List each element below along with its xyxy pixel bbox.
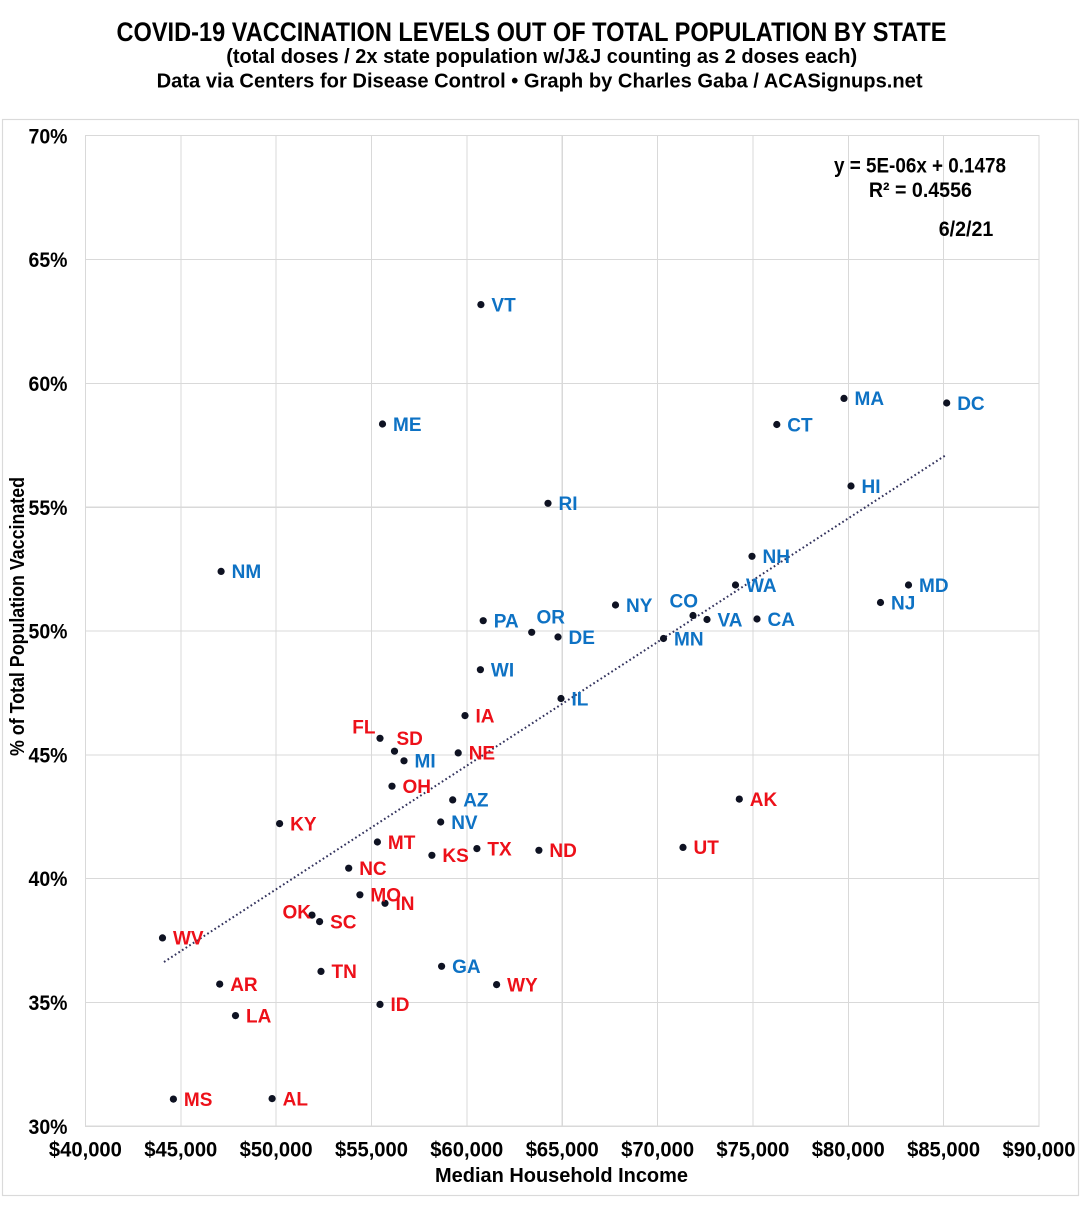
svg-text:HI: HI — [862, 477, 881, 498]
svg-text:MO: MO — [370, 886, 401, 907]
svg-text:NM: NM — [232, 562, 262, 583]
svg-text:LA: LA — [246, 1006, 272, 1027]
svg-text:$70,000: $70,000 — [621, 1139, 694, 1162]
svg-text:65%: 65% — [29, 249, 68, 272]
svg-text:R² = 0.4556: R² = 0.4556 — [869, 179, 972, 202]
svg-text:OH: OH — [403, 777, 432, 798]
svg-text:(total doses / 2x state popula: (total doses / 2x state population w/J&J… — [226, 45, 857, 68]
svg-text:WY: WY — [507, 975, 538, 996]
svg-text:IN: IN — [396, 894, 415, 915]
svg-text:Data via Centers for Disease C: Data via Centers for Disease Control • G… — [157, 70, 923, 93]
svg-text:$65,000: $65,000 — [526, 1139, 599, 1162]
svg-text:40%: 40% — [29, 868, 68, 891]
svg-text:$60,000: $60,000 — [430, 1139, 503, 1162]
svg-text:OK: OK — [283, 902, 312, 923]
svg-text:AR: AR — [230, 975, 258, 996]
svg-text:45%: 45% — [29, 744, 68, 767]
svg-text:CA: CA — [768, 610, 796, 631]
svg-text:MA: MA — [855, 389, 885, 410]
svg-text:RI: RI — [559, 494, 578, 515]
svg-text:AL: AL — [283, 1089, 309, 1110]
svg-text:$80,000: $80,000 — [812, 1139, 885, 1162]
svg-text:ND: ND — [549, 841, 576, 862]
svg-text:$55,000: $55,000 — [335, 1139, 408, 1162]
svg-text:AZ: AZ — [463, 791, 489, 812]
svg-text:Median Household Income: Median Household Income — [435, 1164, 688, 1187]
svg-text:$75,000: $75,000 — [716, 1139, 789, 1162]
svg-text:NV: NV — [451, 813, 478, 834]
svg-text:$90,000: $90,000 — [1003, 1139, 1076, 1162]
svg-text:CO: CO — [670, 591, 699, 612]
svg-text:GA: GA — [452, 957, 481, 978]
svg-text:AK: AK — [750, 790, 778, 811]
svg-text:$85,000: $85,000 — [907, 1139, 980, 1162]
svg-text:KS: KS — [442, 846, 468, 867]
svg-text:NE: NE — [469, 744, 495, 765]
svg-text:NY: NY — [626, 596, 653, 617]
svg-text:y = 5E-06x + 0.1478: y = 5E-06x + 0.1478 — [834, 155, 1006, 178]
svg-text:MI: MI — [415, 752, 436, 773]
svg-text:UT: UT — [694, 838, 720, 859]
svg-text:35%: 35% — [29, 992, 68, 1015]
svg-text:TX: TX — [487, 839, 512, 860]
svg-text:DC: DC — [957, 394, 985, 415]
svg-text:$40,000: $40,000 — [49, 1139, 122, 1162]
svg-text:IL: IL — [572, 689, 589, 710]
svg-text:FL: FL — [352, 718, 376, 739]
svg-text:WV: WV — [173, 929, 204, 950]
svg-text:TN: TN — [332, 962, 357, 983]
svg-text:50%: 50% — [29, 621, 68, 644]
svg-text:NC: NC — [359, 859, 387, 880]
svg-text:CT: CT — [787, 415, 813, 436]
svg-text:$45,000: $45,000 — [144, 1139, 217, 1162]
svg-text:6/2/21: 6/2/21 — [939, 218, 994, 241]
svg-text:30%: 30% — [29, 1116, 68, 1139]
svg-text:MS: MS — [184, 1090, 213, 1111]
svg-text:PA: PA — [494, 612, 519, 633]
svg-text:70%: 70% — [29, 125, 68, 148]
svg-text:MN: MN — [674, 629, 704, 650]
svg-text:% of Total Population Vaccinat: % of Total Population Vaccinated — [6, 477, 29, 756]
svg-text:55%: 55% — [29, 497, 68, 520]
svg-text:ID: ID — [391, 995, 410, 1016]
svg-text:$50,000: $50,000 — [240, 1139, 313, 1162]
svg-text:DE: DE — [569, 628, 595, 649]
svg-text:OR: OR — [537, 607, 566, 628]
svg-text:IA: IA — [476, 706, 495, 727]
svg-text:MD: MD — [919, 576, 949, 597]
svg-text:60%: 60% — [29, 373, 68, 396]
svg-text:NH: NH — [763, 547, 790, 568]
svg-text:NJ: NJ — [891, 593, 915, 614]
svg-text:VA: VA — [718, 610, 743, 631]
svg-text:SD: SD — [397, 729, 423, 750]
svg-text:KY: KY — [290, 814, 317, 835]
svg-text:VT: VT — [491, 295, 516, 316]
svg-text:WI: WI — [491, 661, 514, 682]
svg-text:COVID-19 VACCINATION LEVELS OU: COVID-19 VACCINATION LEVELS OUT OF TOTAL… — [117, 17, 947, 47]
svg-text:WA: WA — [746, 576, 777, 597]
svg-text:ME: ME — [393, 415, 422, 436]
svg-text:MT: MT — [388, 833, 416, 854]
svg-text:SC: SC — [330, 912, 357, 933]
